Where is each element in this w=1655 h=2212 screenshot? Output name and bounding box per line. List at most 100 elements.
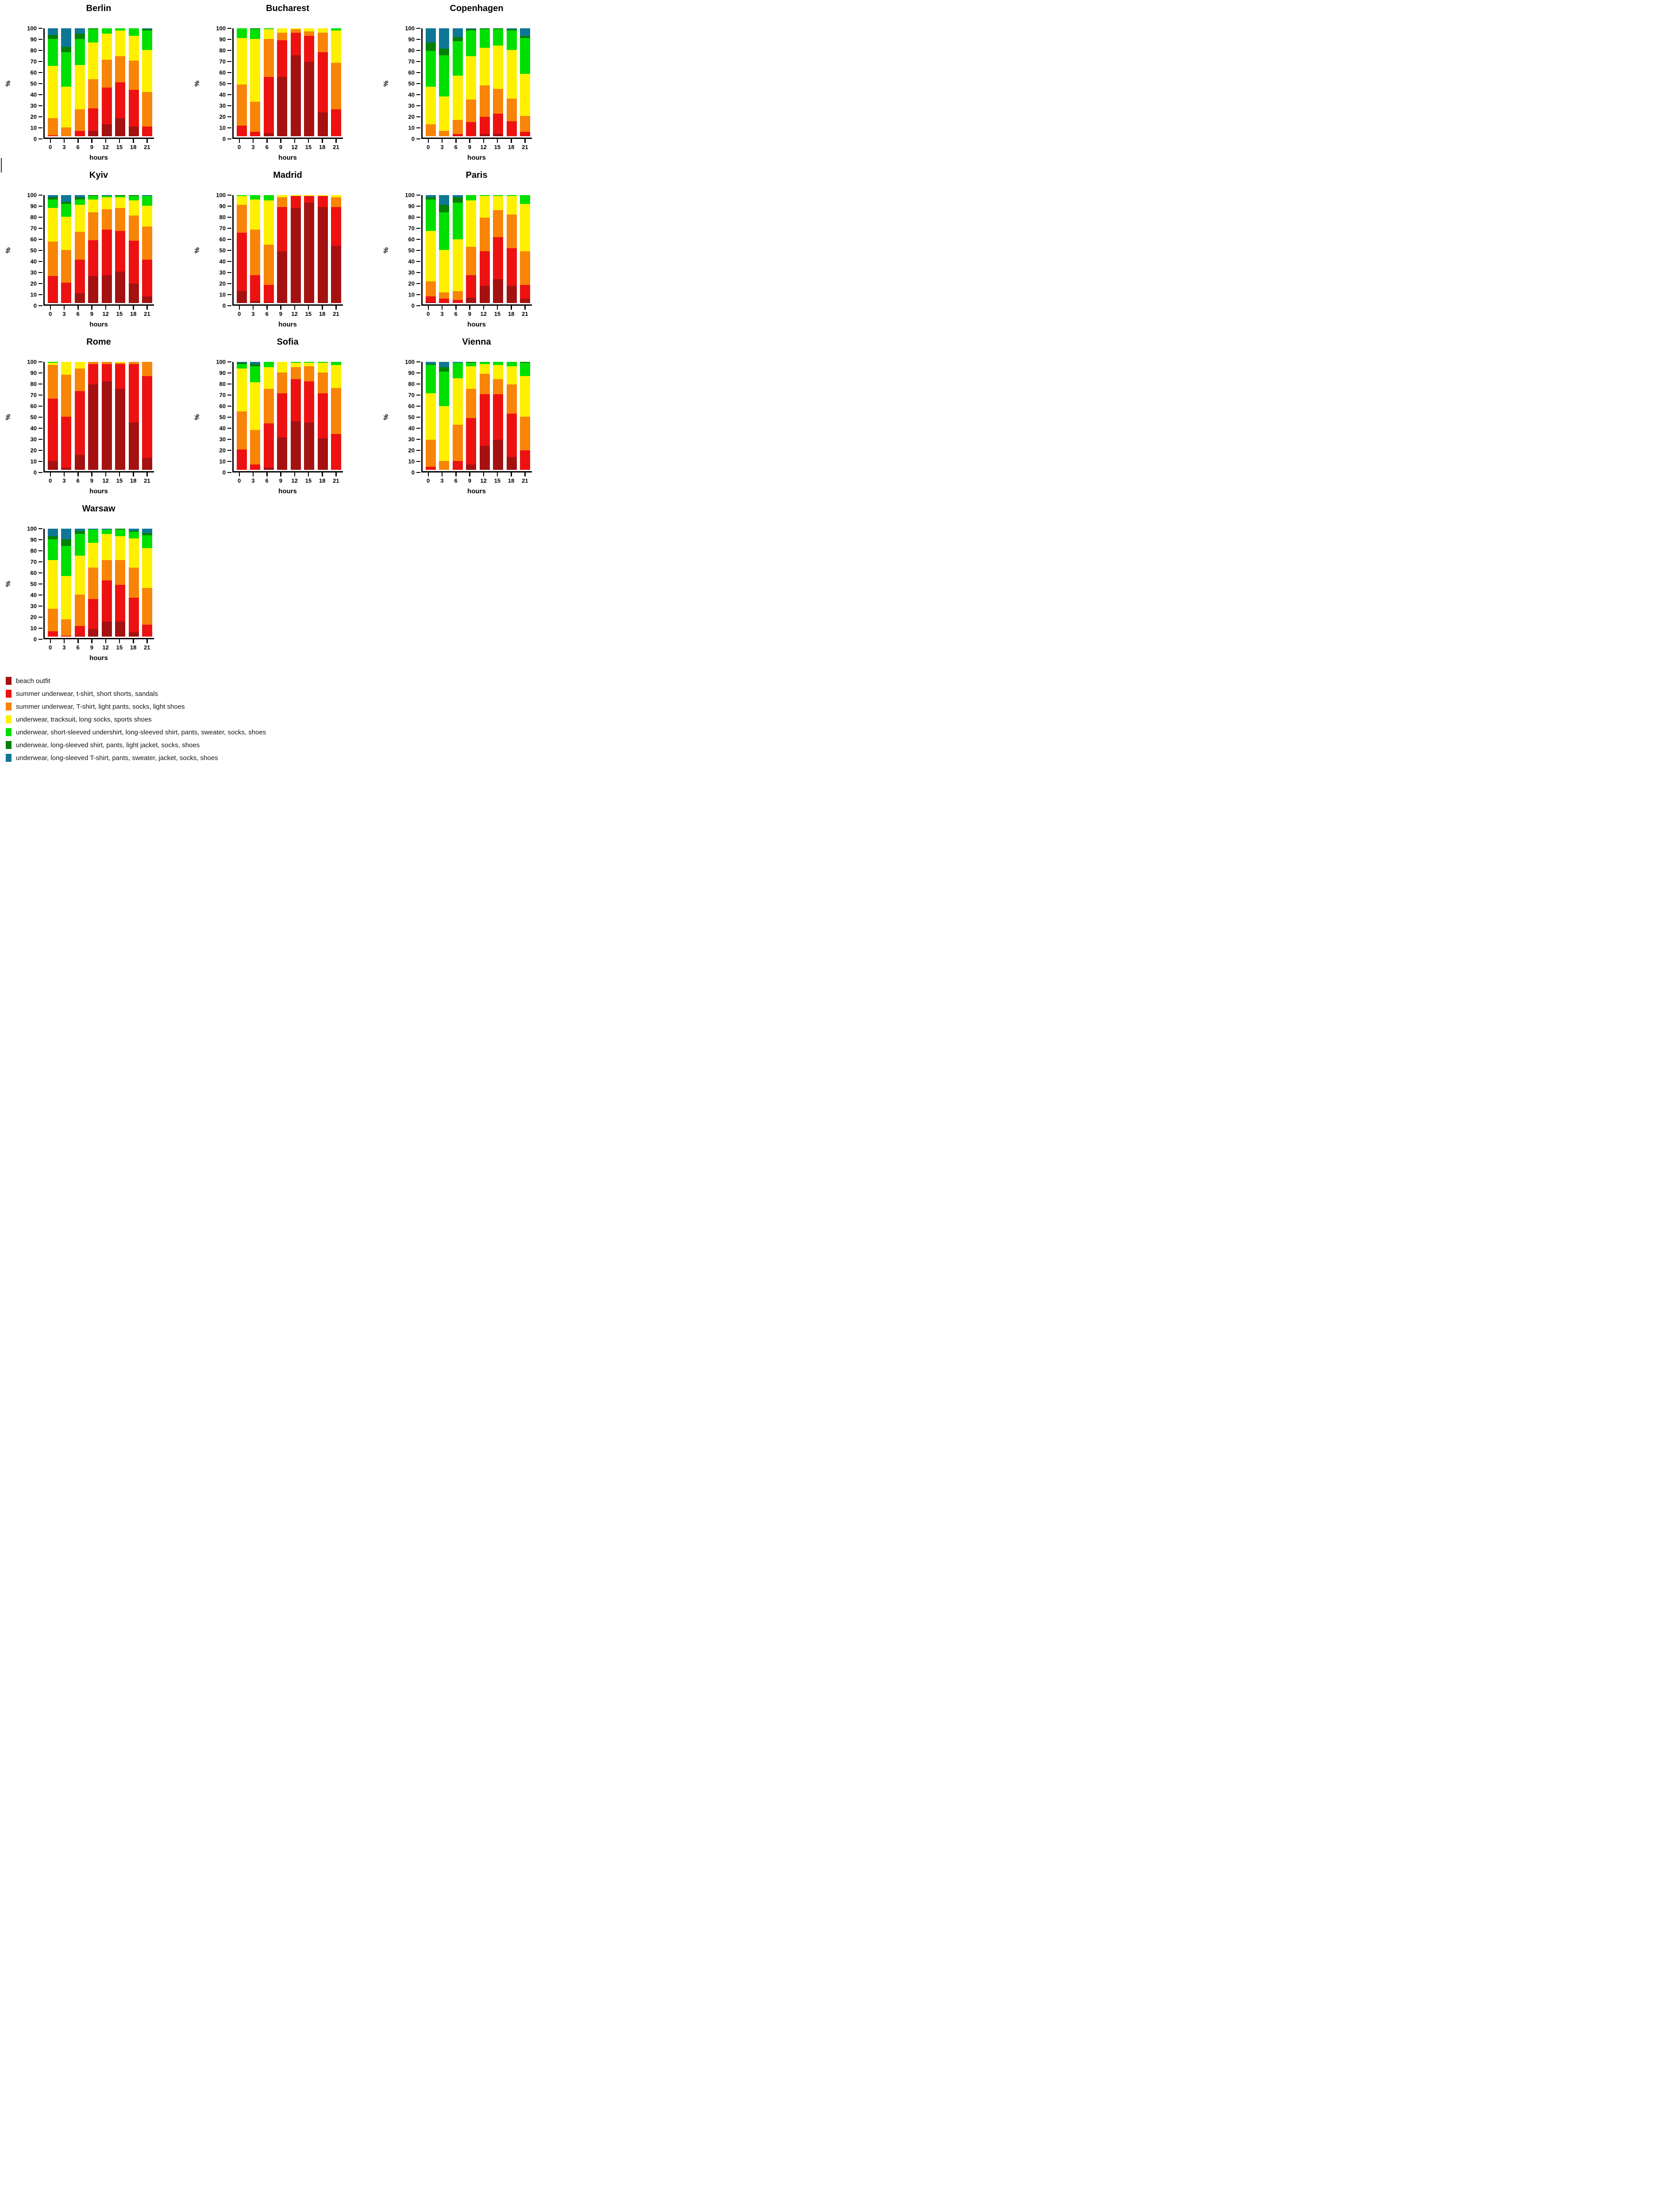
x-tick-mark <box>91 139 92 143</box>
y-tick-mark <box>38 616 42 618</box>
bar-segment <box>88 276 99 303</box>
x-tick-label: 15 <box>116 477 123 484</box>
y-tick-label: 0 <box>33 469 37 476</box>
x-tick-label: 9 <box>90 477 93 484</box>
y-axis-label: % <box>382 247 390 253</box>
bar-segment <box>479 362 490 364</box>
bar-segment <box>506 50 517 99</box>
chart-paris: Paris% 0 10 20 30 40 50 60 70 80 90 100 0 3 6 9 12 15 18 21… <box>378 169 552 335</box>
y-tick-mark <box>38 550 42 551</box>
x-tick-mark <box>294 139 296 143</box>
bar-segment <box>520 417 531 451</box>
bar-segment <box>47 631 58 637</box>
bar-segment <box>520 132 531 136</box>
y-tick-label: 70 <box>408 225 415 232</box>
bar-segment <box>101 275 112 303</box>
x-tick-label: 0 <box>427 311 430 317</box>
y-tick-mark <box>38 283 42 284</box>
bar-rome-15 <box>115 362 126 470</box>
bar-segment <box>101 197 112 209</box>
bar-segment <box>263 362 274 368</box>
y-tick-mark <box>416 472 420 473</box>
y-tick-label: 40 <box>30 591 37 599</box>
bar-segment <box>250 29 261 39</box>
x-tick-mark <box>294 472 296 476</box>
x-tick-mark <box>91 639 92 643</box>
x-tick-label: 18 <box>508 311 515 317</box>
x-axis-label: hours <box>89 654 108 662</box>
legend-swatch <box>6 703 12 710</box>
bar-copenhagen-9 <box>466 28 477 136</box>
bar-segment <box>250 382 261 430</box>
bar-segment <box>47 398 58 461</box>
bar-segment <box>128 364 139 422</box>
bar-segment <box>479 446 490 470</box>
bar-segment <box>520 299 531 303</box>
y-tick-mark <box>38 572 42 573</box>
x-tick-label: 6 <box>454 477 458 484</box>
bar-segment <box>236 364 247 369</box>
bar-segment <box>277 393 288 438</box>
y-tick-mark <box>227 238 231 240</box>
bar-segment <box>101 88 112 125</box>
x-tick-mark <box>496 472 498 476</box>
bar-vienna-3 <box>439 362 450 470</box>
y-tick-label: 10 <box>30 625 37 632</box>
bar-segment <box>61 362 72 375</box>
bar-segment <box>493 29 504 46</box>
bar-segment <box>317 207 328 303</box>
y-tick-label: 30 <box>30 102 37 109</box>
x-tick-mark <box>335 472 337 476</box>
x-tick-mark <box>322 472 323 476</box>
bar-segment <box>115 363 126 364</box>
bar-segment <box>425 124 436 136</box>
bar-kyiv-9 <box>88 195 99 303</box>
y-tick-mark <box>227 427 231 429</box>
y-tick-mark <box>227 361 231 362</box>
bar-segment <box>115 230 126 272</box>
bar-copenhagen-0 <box>425 28 436 136</box>
y-tick-mark <box>227 83 231 84</box>
bar-berlin-9 <box>88 28 99 136</box>
x-tick-label: 12 <box>480 144 487 150</box>
legend-swatch <box>6 677 12 685</box>
bar-segment <box>439 212 450 250</box>
bar-segment <box>88 384 99 470</box>
y-tick-mark <box>227 250 231 251</box>
bar-segment <box>317 196 328 207</box>
bar-segment <box>74 534 85 556</box>
bar-segment <box>425 296 436 302</box>
bar-segment <box>74 39 85 65</box>
bar-segment <box>74 362 85 369</box>
x-tick-label: 6 <box>76 144 80 150</box>
bar-segment <box>304 31 315 36</box>
bar-segment <box>128 284 139 303</box>
bar-segment <box>61 529 72 540</box>
bar-segment <box>290 196 301 208</box>
bar-segment <box>466 56 477 100</box>
bar-copenhagen-18 <box>506 28 517 136</box>
y-tick-mark <box>38 116 42 117</box>
bar-segment <box>47 365 58 399</box>
y-tick-mark <box>416 27 420 29</box>
y-tick-mark <box>227 105 231 106</box>
bar-segment <box>115 536 126 560</box>
bar-segment <box>520 376 531 417</box>
x-tick-mark <box>266 472 268 476</box>
x-tick-label: 9 <box>90 144 93 150</box>
bar-segment <box>101 28 112 34</box>
y-tick-mark <box>38 250 42 251</box>
bar-segment <box>304 363 315 366</box>
y-tick-mark <box>38 561 42 562</box>
y-tick-mark <box>38 539 42 540</box>
chart-sofia: Sofia% 0 10 20 30 40 50 60 70 80 90 100 0 3 6 9 12 15 18 21… <box>189 335 378 502</box>
x-tick-label: 6 <box>76 311 80 317</box>
legend-swatch <box>6 715 12 723</box>
bar-segment <box>128 567 139 598</box>
bar-segment <box>88 29 99 42</box>
bar-segment <box>74 530 85 534</box>
chart-title: Sofia <box>277 337 299 347</box>
legend-label: beach outfit <box>16 677 50 685</box>
bar-segment <box>277 195 288 197</box>
bar-segment <box>506 28 517 30</box>
